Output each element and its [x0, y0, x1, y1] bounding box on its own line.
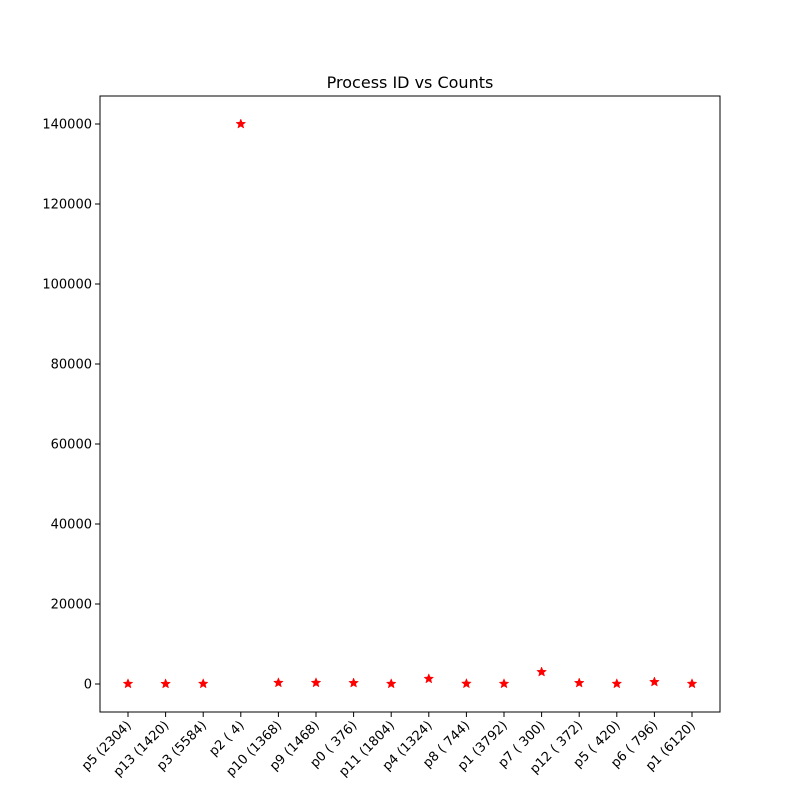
- data-point: [235, 118, 247, 129]
- y-axis: 0 20000 40000 60000 80000 100000 120000 140000: [42, 118, 100, 693]
- y-tick-label: 120000: [42, 198, 92, 213]
- y-tick-label: 60000: [51, 438, 92, 453]
- y-tick-label: 0: [84, 678, 92, 693]
- data-point: [310, 677, 322, 688]
- y-tick-label: 80000: [51, 358, 92, 373]
- plot-area: [99, 95, 721, 713]
- y-tick-label: 140000: [42, 118, 92, 133]
- data-point: [122, 678, 134, 689]
- data-point: [461, 678, 472, 689]
- y-tick-label: 40000: [51, 518, 92, 533]
- y-tick-label: 20000: [51, 598, 92, 613]
- data-point: [611, 678, 623, 689]
- data-point: [649, 676, 660, 687]
- data-point: [423, 673, 435, 684]
- data-point: [385, 678, 397, 689]
- data-point: [536, 666, 547, 677]
- data-points: [122, 118, 698, 689]
- x-axis: p5 (2304)p13 (1420)p3 (5584)p2 ( 4)p10 (…: [79, 712, 699, 780]
- data-point: [348, 677, 359, 688]
- data-point: [197, 678, 209, 689]
- y-tick-label: 100000: [42, 278, 92, 293]
- data-point: [160, 678, 171, 689]
- data-point: [686, 678, 698, 689]
- data-point: [573, 677, 585, 688]
- chart-title: Process ID vs Counts: [327, 73, 494, 92]
- data-point: [498, 678, 510, 689]
- data-point: [273, 677, 284, 688]
